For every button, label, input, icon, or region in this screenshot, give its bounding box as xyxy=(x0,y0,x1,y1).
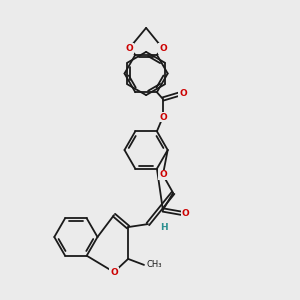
Text: O: O xyxy=(159,112,167,122)
Text: O: O xyxy=(159,44,167,53)
Text: O: O xyxy=(110,268,118,277)
Text: CH₃: CH₃ xyxy=(147,260,163,269)
Text: H: H xyxy=(160,224,168,232)
Text: O: O xyxy=(159,170,167,179)
Text: O: O xyxy=(125,44,133,53)
Text: O: O xyxy=(181,209,189,218)
Text: O: O xyxy=(179,88,187,98)
